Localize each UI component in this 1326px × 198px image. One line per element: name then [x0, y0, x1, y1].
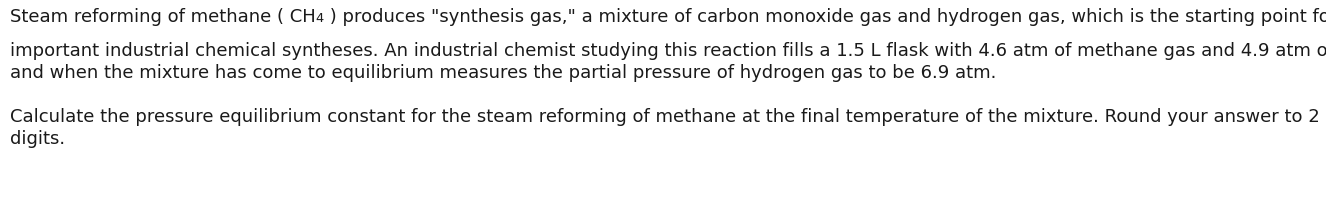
- Text: Steam reforming of methane ( CH: Steam reforming of methane ( CH: [11, 8, 316, 26]
- Text: and when the mixture has come to equilibrium measures the partial pressure of hy: and when the mixture has come to equilib…: [11, 64, 996, 82]
- Text: 4: 4: [316, 12, 324, 25]
- Text: ) produces "synthesis gas," a mixture of carbon monoxide gas and hydrogen gas, w: ) produces "synthesis gas," a mixture of…: [324, 8, 1326, 26]
- Text: Calculate the pressure equilibrium constant for the steam reforming of methane a: Calculate the pressure equilibrium const…: [11, 108, 1326, 126]
- Text: digits.: digits.: [11, 130, 65, 148]
- Text: important industrial chemical syntheses. An industrial chemist studying this rea: important industrial chemical syntheses.…: [11, 42, 1326, 60]
